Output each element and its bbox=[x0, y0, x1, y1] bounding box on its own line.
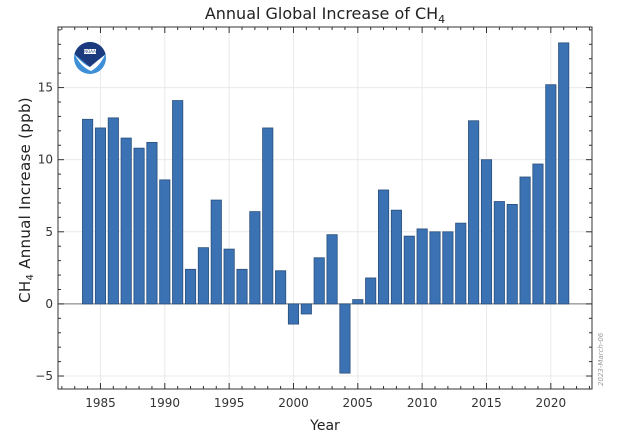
bar-2015 bbox=[480, 159, 493, 305]
noaa-logo: NOAA bbox=[74, 41, 106, 74]
bar-1996 bbox=[236, 268, 248, 305]
bar-2020 bbox=[545, 84, 557, 305]
bar-2021 bbox=[558, 42, 570, 305]
y-tick-labels: −5 0 5 10 15 bbox=[35, 81, 53, 383]
noaa-logo-top bbox=[74, 41, 106, 67]
y-tick-label: 5 bbox=[45, 225, 53, 239]
axis-ticks bbox=[58, 27, 592, 389]
bar-1992 bbox=[184, 268, 197, 305]
bar-2006 bbox=[365, 277, 377, 305]
x-tick-label: 2010 bbox=[407, 396, 438, 410]
bar-2010 bbox=[416, 228, 428, 305]
y-tick-label: 0 bbox=[45, 297, 53, 311]
bar-2016 bbox=[493, 201, 505, 305]
bar-1990 bbox=[159, 179, 171, 305]
bar-2009 bbox=[403, 235, 415, 305]
bar-2012 bbox=[442, 231, 454, 305]
bar-1987 bbox=[120, 137, 132, 305]
bar-1995 bbox=[223, 248, 235, 305]
bars bbox=[82, 42, 570, 374]
plot-frame bbox=[57, 26, 593, 390]
bar-2017 bbox=[506, 203, 518, 305]
bar-1984 bbox=[82, 118, 94, 305]
bar-1991 bbox=[172, 100, 184, 305]
x-tick-label: 1990 bbox=[150, 396, 181, 410]
x-axis-label: Year bbox=[309, 418, 340, 434]
bar-1989 bbox=[146, 141, 158, 305]
bar-1998 bbox=[262, 127, 274, 305]
x-tick-label: 2000 bbox=[278, 396, 309, 410]
x-tick-label: 1985 bbox=[85, 396, 116, 410]
bar-2013 bbox=[455, 222, 467, 305]
y-tick-label: 10 bbox=[38, 153, 53, 167]
bar-1993 bbox=[197, 247, 209, 305]
y-tick-label: 15 bbox=[38, 81, 53, 95]
x-tick-label: 2015 bbox=[471, 396, 502, 410]
noaa-logo-label bbox=[84, 49, 96, 54]
bar-1999 bbox=[275, 270, 287, 305]
noaa-logo-text: NOAA bbox=[84, 49, 96, 54]
bar-2000 bbox=[287, 303, 300, 325]
bar-2002 bbox=[313, 257, 325, 305]
bar-2003 bbox=[326, 234, 338, 305]
bar-2007 bbox=[377, 189, 390, 305]
x-tick-labels: 1985 1990 1995 2000 2005 2010 2015 2020 bbox=[85, 396, 566, 410]
y-axis-label: CH4 Annual Increase (ppb) bbox=[16, 97, 36, 303]
bar-2019 bbox=[532, 163, 544, 305]
bar-1988 bbox=[133, 147, 145, 305]
x-tick-label: 1995 bbox=[214, 396, 245, 410]
seagull-icon bbox=[75, 55, 105, 71]
bar-2014 bbox=[468, 120, 480, 305]
x-tick-label: 2005 bbox=[343, 396, 374, 410]
bar-2005 bbox=[352, 299, 364, 305]
chart-title: Annual Global Increase of CH4 bbox=[205, 4, 445, 26]
bar-2011 bbox=[429, 231, 441, 305]
bar-1985 bbox=[94, 127, 107, 305]
bar-2008 bbox=[390, 209, 402, 305]
bar-1997 bbox=[249, 211, 261, 305]
bar-2018 bbox=[519, 176, 531, 305]
x-tick-label: 2020 bbox=[536, 396, 567, 410]
bar-1994 bbox=[210, 199, 222, 305]
bar-2001 bbox=[300, 303, 312, 315]
date-watermark: 2023-March-06 bbox=[597, 332, 605, 386]
bar-1986 bbox=[107, 117, 119, 305]
y-tick-label: −5 bbox=[35, 369, 53, 383]
bar-2004 bbox=[339, 303, 351, 374]
